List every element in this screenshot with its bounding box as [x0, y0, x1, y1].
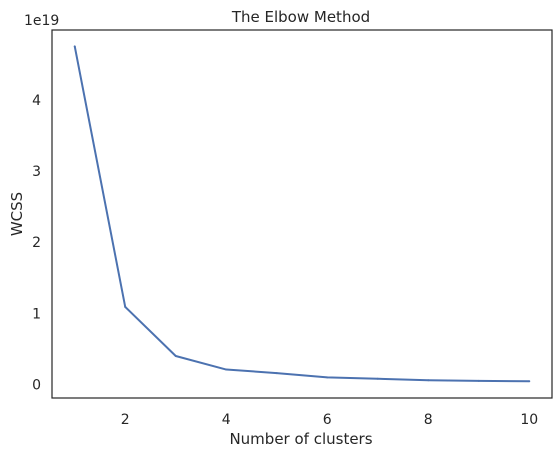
y-offset-label: 1e19	[24, 13, 59, 29]
y-axis-label: WCSS	[8, 192, 26, 236]
data-point	[477, 379, 480, 382]
x-tick-label: 6	[323, 412, 332, 428]
x-tick-label: 8	[424, 412, 433, 428]
y-tick-label: 3	[32, 164, 41, 180]
data-point	[73, 45, 76, 48]
y-tick-label: 0	[32, 377, 41, 393]
plot-frame	[51, 29, 553, 399]
chart-title: The Elbow Method	[231, 8, 370, 26]
x-tick-label: 4	[222, 412, 231, 428]
data-point	[528, 380, 531, 383]
data-point	[376, 377, 379, 380]
x-tick-label: 2	[121, 412, 130, 428]
data-point	[326, 376, 329, 379]
data-point	[427, 379, 430, 382]
x-tick-label: 10	[520, 412, 538, 428]
data-point	[124, 305, 127, 308]
ticks: 2 4 6 8 10 0 1 2 3 4	[32, 93, 538, 428]
series-line	[73, 46, 530, 383]
data-point	[225, 368, 228, 371]
series-layer	[73, 45, 531, 383]
data-point	[174, 355, 177, 358]
y-tick-label: 4	[32, 93, 41, 109]
y-tick-label: 1	[32, 306, 41, 322]
x-axis-label: Number of clusters	[229, 430, 372, 448]
y-tick-label: 2	[32, 235, 41, 251]
data-point	[275, 372, 278, 375]
